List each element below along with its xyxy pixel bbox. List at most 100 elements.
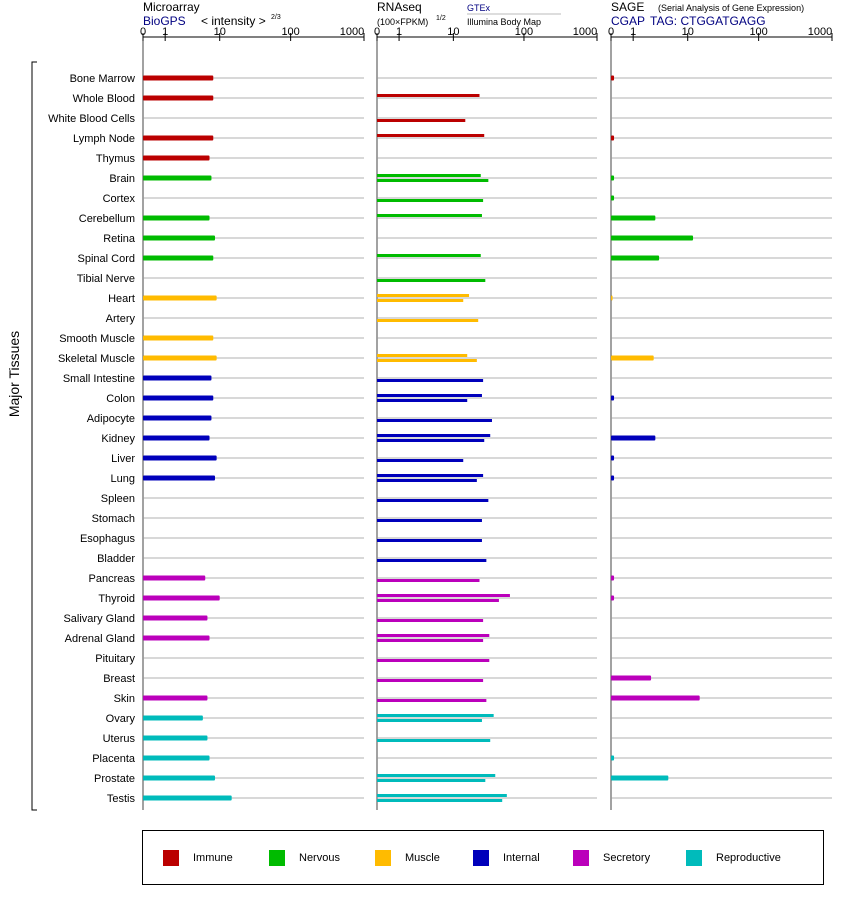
tissue-label[interactable]: Liver [111, 453, 135, 465]
bar-rnaseq-gtex[interactable] [377, 294, 470, 297]
bar-sage[interactable] [611, 475, 615, 481]
bar-rnaseq-illumina[interactable] [377, 419, 492, 422]
bar-microarray[interactable] [143, 735, 208, 741]
bar-rnaseq-illumina[interactable] [377, 319, 479, 322]
bar-sage[interactable] [611, 455, 615, 461]
tissue-label[interactable]: Spleen [101, 493, 135, 505]
bar-sage[interactable] [611, 215, 656, 221]
bar-rnaseq-gtex[interactable] [377, 594, 510, 597]
bar-rnaseq-illumina[interactable] [377, 639, 484, 642]
bar-microarray[interactable] [143, 75, 214, 81]
bar-microarray[interactable] [143, 335, 214, 341]
tissue-label[interactable]: Breast [103, 673, 135, 685]
tissue-label[interactable]: Pancreas [89, 573, 136, 585]
bar-rnaseq-illumina[interactable] [377, 719, 482, 722]
tissue-label[interactable]: Uterus [103, 733, 136, 745]
bar-rnaseq-illumina[interactable] [377, 519, 482, 522]
bar-rnaseq-illumina[interactable] [377, 739, 491, 742]
bar-rnaseq-gtex[interactable] [377, 794, 507, 797]
tissue-label[interactable]: White Blood Cells [48, 113, 135, 125]
bar-rnaseq-gtex[interactable] [377, 714, 494, 717]
bar-rnaseq-illumina[interactable] [377, 399, 468, 402]
bar-microarray[interactable] [143, 455, 217, 461]
bar-microarray[interactable] [143, 155, 210, 161]
bar-rnaseq-illumina[interactable] [377, 619, 484, 622]
tissue-label[interactable]: Prostate [94, 773, 135, 785]
tissue-label[interactable]: Smooth Muscle [59, 333, 135, 345]
tissue-label[interactable]: Skin [114, 693, 135, 705]
tissue-label[interactable]: Adrenal Gland [65, 633, 135, 645]
bar-rnaseq-gtex[interactable] [377, 254, 481, 257]
bar-microarray[interactable] [143, 755, 210, 761]
bar-rnaseq-gtex[interactable] [377, 134, 485, 137]
bar-microarray[interactable] [143, 375, 212, 381]
tissue-label[interactable]: Cerebellum [79, 213, 135, 225]
tissue-label[interactable]: Colon [106, 393, 135, 405]
bar-sage[interactable] [611, 395, 615, 401]
bar-rnaseq-gtex[interactable] [377, 354, 468, 357]
bar-rnaseq-gtex[interactable] [377, 174, 481, 177]
bar-sage[interactable] [611, 135, 615, 141]
bar-microarray[interactable] [143, 175, 212, 181]
sage-source[interactable]: CGAP [611, 14, 645, 28]
tissue-label[interactable]: Spinal Cord [78, 253, 135, 265]
bar-rnaseq-gtex[interactable] [377, 94, 480, 97]
bar-microarray[interactable] [143, 135, 214, 141]
tissue-label[interactable]: Tibial Nerve [77, 273, 135, 285]
bar-rnaseq-illumina[interactable] [377, 559, 487, 562]
bar-sage[interactable] [611, 295, 613, 301]
bar-rnaseq-illumina[interactable] [377, 359, 477, 362]
tissue-label[interactable]: Thymus [96, 153, 136, 165]
bar-sage[interactable] [611, 695, 700, 701]
tissue-label[interactable]: Placenta [92, 753, 136, 765]
bar-rnaseq-illumina[interactable] [377, 799, 503, 802]
bar-microarray[interactable] [143, 255, 214, 261]
tissue-label[interactable]: Small Intestine [63, 373, 135, 385]
bar-sage[interactable] [611, 75, 615, 81]
bar-sage[interactable] [611, 195, 615, 201]
bar-microarray[interactable] [143, 575, 206, 581]
bar-rnaseq-illumina[interactable] [377, 599, 499, 602]
bar-rnaseq-illumina[interactable] [377, 679, 484, 682]
bar-sage[interactable] [611, 775, 669, 781]
bar-rnaseq-gtex[interactable] [377, 774, 496, 777]
bar-sage[interactable] [611, 435, 656, 441]
tissue-label[interactable]: Retina [103, 233, 136, 245]
bar-microarray[interactable] [143, 695, 208, 701]
tissue-label[interactable]: Skeletal Muscle [58, 353, 135, 365]
bar-rnaseq-illumina[interactable] [377, 439, 485, 442]
tissue-label[interactable]: Bone Marrow [70, 73, 135, 85]
bar-rnaseq-illumina[interactable] [377, 379, 484, 382]
bar-microarray[interactable] [143, 395, 214, 401]
bar-rnaseq-illumina[interactable] [377, 119, 466, 122]
bar-sage[interactable] [611, 235, 694, 241]
bar-microarray[interactable] [143, 635, 210, 641]
bar-sage[interactable] [611, 595, 615, 601]
bar-microarray[interactable] [143, 475, 216, 481]
bar-rnaseq-illumina[interactable] [377, 459, 464, 462]
bar-microarray[interactable] [143, 615, 208, 621]
tissue-label[interactable]: Lymph Node [73, 133, 135, 145]
tissue-label[interactable]: Lung [111, 473, 135, 485]
bar-sage[interactable] [611, 755, 615, 761]
microarray-source[interactable]: BioGPS [143, 14, 186, 28]
bar-rnaseq-illumina[interactable] [377, 199, 484, 202]
bar-microarray[interactable] [143, 595, 220, 601]
rnaseq-source-gtex[interactable]: GTEx [467, 3, 491, 13]
tissue-label[interactable]: Ovary [106, 713, 136, 725]
bar-rnaseq-gtex[interactable] [377, 434, 491, 437]
bar-microarray[interactable] [143, 95, 214, 101]
bar-microarray[interactable] [143, 775, 216, 781]
tissue-label[interactable]: Thyroid [98, 593, 135, 605]
bar-microarray[interactable] [143, 215, 210, 221]
bar-rnaseq-illumina[interactable] [377, 179, 489, 182]
bar-rnaseq-illumina[interactable] [377, 579, 480, 582]
bar-rnaseq-illumina[interactable] [377, 699, 487, 702]
tissue-label[interactable]: Bladder [97, 553, 135, 565]
bar-sage[interactable] [611, 575, 615, 581]
bar-rnaseq-gtex[interactable] [377, 634, 490, 637]
bar-microarray[interactable] [143, 235, 216, 241]
tissue-label[interactable]: Adipocyte [87, 413, 135, 425]
tissue-label[interactable]: Salivary Gland [63, 613, 135, 625]
bar-rnaseq-gtex[interactable] [377, 214, 482, 217]
